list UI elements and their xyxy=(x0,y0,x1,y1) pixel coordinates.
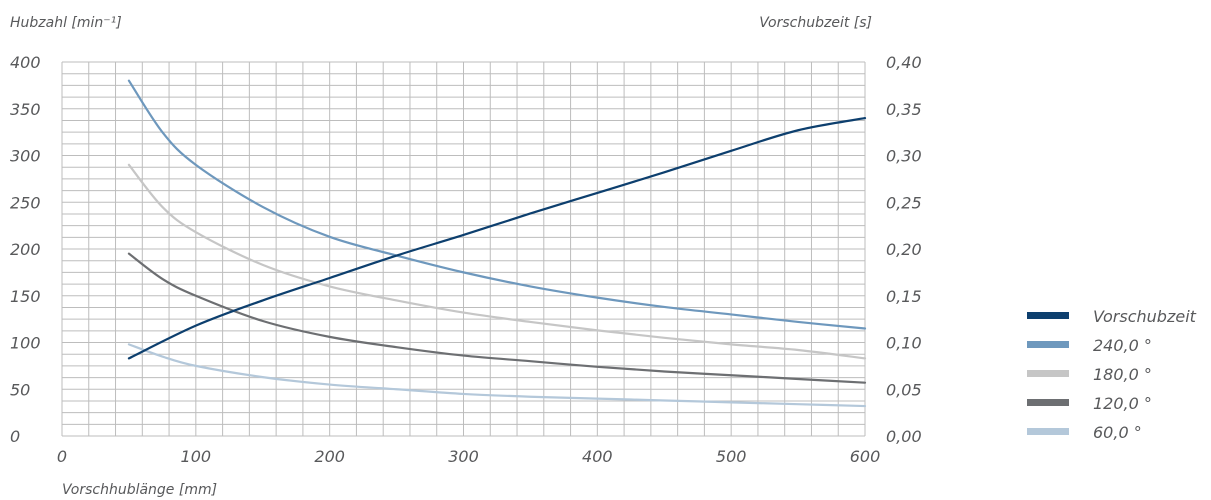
series-lines xyxy=(127,79,867,408)
y-left-tick-label: 350 xyxy=(10,100,41,119)
x-axis-title: Vorschhublänge [mm] xyxy=(62,482,217,498)
series-line-0 xyxy=(127,117,867,360)
y-left-tick-label: 100 xyxy=(10,334,41,353)
legend-label: 240,0 ° xyxy=(1093,336,1152,355)
y-left-tick-label: 50 xyxy=(10,380,30,399)
series-line-1 xyxy=(127,79,867,330)
y-right-tick-label: 0,05 xyxy=(886,380,922,399)
legend-label: Vorschubzeit xyxy=(1093,307,1197,326)
legend-label: 180,0 ° xyxy=(1093,365,1152,384)
y-right-tick-label: 0,35 xyxy=(886,100,922,119)
legend-swatch xyxy=(1027,341,1069,348)
y-right-tick-label: 0,25 xyxy=(886,193,922,212)
tick-labels: 0 50 100 150 200 250 300 350 400 0,00 0,05 0,10 0,15… xyxy=(10,53,922,466)
legend-swatch xyxy=(1027,312,1069,319)
chart-grid xyxy=(61,61,866,437)
y-right-tick-label: 0,10 xyxy=(886,334,922,353)
legend-label: 120,0 ° xyxy=(1093,394,1152,413)
legend-swatch xyxy=(1027,399,1069,406)
y-right-tick-label: 0,15 xyxy=(886,287,922,306)
series-line-4 xyxy=(127,343,867,408)
x-tick-label: 500 xyxy=(716,447,747,466)
right-axis-title: Vorschubzeit [s] xyxy=(759,15,872,31)
series-line-2 xyxy=(127,163,867,360)
legend-swatch xyxy=(1027,428,1069,435)
x-tick-label: 600 xyxy=(850,447,881,466)
y-left-tick-label: 200 xyxy=(10,240,41,259)
y-right-tick-label: 0,40 xyxy=(886,53,922,72)
y-left-tick-label: 0 xyxy=(10,427,20,446)
x-tick-label: 100 xyxy=(181,447,212,466)
y-left-tick-label: 250 xyxy=(10,193,41,212)
y-right-tick-label: 0,00 xyxy=(886,427,922,446)
y-right-tick-label: 0,30 xyxy=(886,147,922,166)
x-tick-label: 200 xyxy=(314,447,345,466)
y-right-tick-label: 0,20 xyxy=(886,240,922,259)
left-axis-title: Hubzahl [min⁻¹] xyxy=(10,15,122,31)
x-tick-label: 400 xyxy=(582,447,613,466)
x-tick-label: 300 xyxy=(448,447,479,466)
series-line-3 xyxy=(127,252,867,384)
y-left-tick-label: 300 xyxy=(10,147,41,166)
y-left-tick-label: 150 xyxy=(10,287,41,306)
legend-swatch xyxy=(1027,370,1069,377)
x-tick-label: 0 xyxy=(57,447,67,466)
legend-label: 60,0 ° xyxy=(1093,423,1142,442)
y-left-tick-label: 400 xyxy=(10,53,41,72)
legend: Vorschubzeit 240,0 ° 180,0 ° 120,0 ° 60,0 ° xyxy=(1027,307,1197,442)
